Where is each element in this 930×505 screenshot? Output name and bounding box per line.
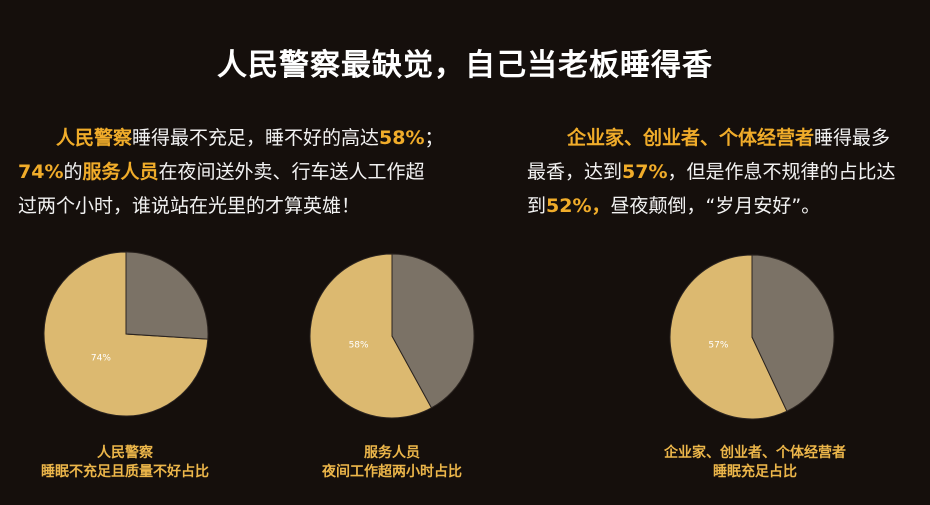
caption-police-line1: 人民警察 xyxy=(97,445,153,461)
right-line2-text2: ，但是作息不规律的占比达 xyxy=(667,161,896,183)
entrepreneur-percent: 57% xyxy=(622,161,668,183)
page-title: 人民警察最缺觉，自己当老板睡得香 xyxy=(217,48,713,83)
left-para-line-1: 人民警察睡得最不充足，睡不好的高达58%； xyxy=(18,121,488,155)
service-percent: 74% xyxy=(18,161,64,183)
caption-service-line1: 服务人员 xyxy=(364,445,420,461)
right-line3-pre: 到 xyxy=(527,195,547,217)
caption-entrepreneur-line2: 睡眠充足占比 xyxy=(713,464,797,480)
caption-police: 人民警察 睡眠不充足且质量不好占比 xyxy=(5,444,245,482)
pie-chart-police: 74% xyxy=(43,251,209,417)
left-line1-text: 睡得最不充足，睡不好的高达 xyxy=(132,127,380,149)
pie-police-slice-1 xyxy=(125,251,209,340)
left-paragraph: 人民警察睡得最不充足，睡不好的高达58%； 74%的服务人员在夜间送外卖、行车送… xyxy=(18,121,488,223)
right-line1-text: 睡得最多 xyxy=(814,127,891,149)
left-line2-text: 在夜间送外卖、行车送人工作超 xyxy=(158,161,425,183)
right-para-line-3: 到52%，昼夜颠倒，“岁月安好”。 xyxy=(527,189,927,223)
entrepreneur-highlight: 企业家、创业者、个体经营者 xyxy=(567,127,815,149)
right-line3-text: 昼夜颠倒，“岁月安好”。 xyxy=(610,195,821,217)
pie-chart-entrepreneur: 57% xyxy=(669,254,835,420)
pie-entrepreneur-slice-0 xyxy=(669,254,788,420)
left-line2-de: 的 xyxy=(63,161,83,183)
pie-service-slice-1 xyxy=(391,253,475,409)
left-para-line-2: 74%的服务人员在夜间送外卖、行车送人工作超 xyxy=(18,155,488,189)
left-para-line-3: 过两个小时，谁说站在光里的才算英雄！ xyxy=(18,189,488,223)
caption-service-line2: 夜间工作超两小时占比 xyxy=(322,464,462,480)
pie-service-slice-0 xyxy=(309,253,433,419)
pie-entrepreneur-label: 57% xyxy=(708,341,728,351)
caption-entrepreneur: 企业家、创业者、个体经营者 睡眠充足占比 xyxy=(625,444,885,482)
pie-chart-service: 58% xyxy=(309,253,475,419)
pie-service-label: 58% xyxy=(349,341,369,351)
right-paragraph: 企业家、创业者、个体经营者睡得最多 最香，达到57%，但是作息不规律的占比达 到… xyxy=(527,121,927,223)
right-para-line-2: 最香，达到57%，但是作息不规律的占比达 xyxy=(527,155,927,189)
pie-entrepreneur-slice-1 xyxy=(751,254,835,412)
right-line2-text: 最香，达到 xyxy=(527,161,623,183)
caption-police-line2: 睡眠不充足且质量不好占比 xyxy=(41,464,209,480)
pie-police-label: 74% xyxy=(91,354,111,364)
caption-service: 服务人员 夜间工作超两小时占比 xyxy=(292,444,492,482)
right-line3-comma: ， xyxy=(591,195,611,217)
irregular-percent: 52% xyxy=(546,195,592,217)
police-highlight: 人民警察 xyxy=(56,127,133,149)
left-line3-text: 过两个小时，谁说站在光里的才算英雄！ xyxy=(18,195,361,217)
caption-entrepreneur-line1: 企业家、创业者、个体经营者 xyxy=(664,445,846,461)
police-percent: 58% xyxy=(379,127,425,149)
service-highlight: 服务人员 xyxy=(82,161,159,183)
right-para-line-1: 企业家、创业者、个体经营者睡得最多 xyxy=(527,121,927,155)
left-line1-end: ； xyxy=(424,127,444,149)
